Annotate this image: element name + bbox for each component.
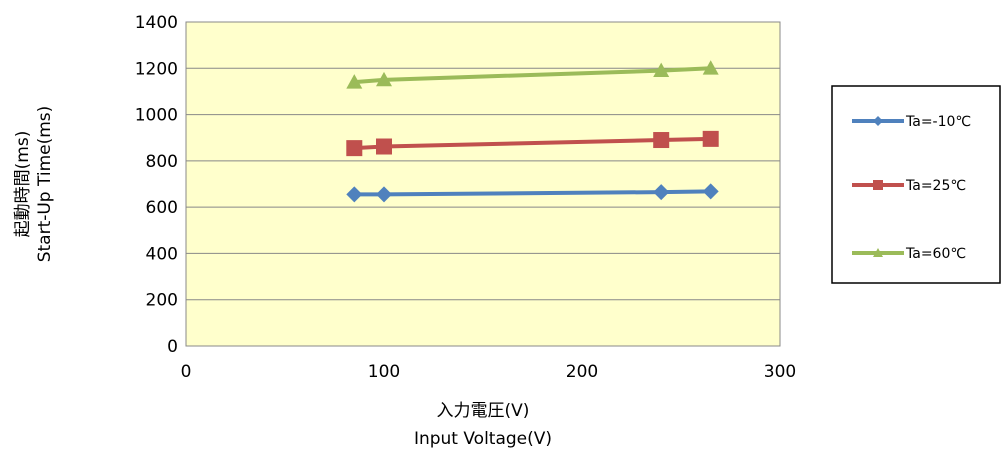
series: [346, 60, 719, 89]
data-point: [346, 140, 363, 157]
y-axis-title-en: Start-Up Time(ms): [35, 106, 55, 263]
data-point: [653, 62, 670, 77]
series-line: [354, 66, 711, 85]
data-point: [873, 116, 883, 126]
data-point: [376, 186, 392, 203]
data-point: [873, 180, 883, 190]
x-tick-label: 300: [764, 362, 796, 382]
data-point: [653, 132, 670, 149]
data-point: [653, 184, 670, 201]
x-tick-label: 200: [566, 362, 598, 382]
data-point: [873, 248, 883, 257]
y-tick-label: 400: [146, 244, 178, 264]
data-point: [702, 183, 719, 200]
y-tick-label: 1200: [135, 59, 178, 79]
legend-label: Ta=60℃: [905, 246, 966, 262]
y-tick-label: 1400: [135, 13, 178, 33]
x-tick-label: 100: [368, 362, 400, 382]
x-axis-title-en: Input Voltage(V): [414, 429, 552, 449]
x-tick-label: 0: [181, 362, 192, 382]
y-tick-label: 1000: [135, 106, 178, 126]
y-tick-label: 600: [146, 198, 178, 218]
y-tick-label: 0: [167, 337, 178, 357]
data-point: [376, 71, 392, 87]
data-point: [376, 138, 392, 155]
y-tick-label: 800: [146, 152, 178, 172]
series-line: [354, 189, 711, 197]
legend: Ta=-10℃ Ta=25℃ Ta=60℃: [852, 114, 971, 262]
series-layer: [346, 60, 719, 203]
series-line: [354, 136, 711, 151]
x-axis-title: 入力電圧(V): [437, 401, 530, 421]
series: [346, 130, 719, 157]
data-point: [346, 74, 363, 89]
y-tick-label: 200: [146, 291, 178, 311]
legend-label: Ta=-10℃: [905, 114, 971, 130]
y-axis-title: 起動時間(ms): [13, 131, 33, 238]
series: [346, 183, 719, 203]
data-point: [346, 186, 363, 203]
data-point: [702, 60, 719, 75]
x-axis-ticks: 0 100 200 300: [181, 362, 797, 382]
y-axis-ticks: 0 200 400 600 800 1000 1200 1400: [135, 13, 178, 357]
data-point: [702, 130, 719, 147]
legend-label: Ta=25℃: [905, 178, 966, 194]
